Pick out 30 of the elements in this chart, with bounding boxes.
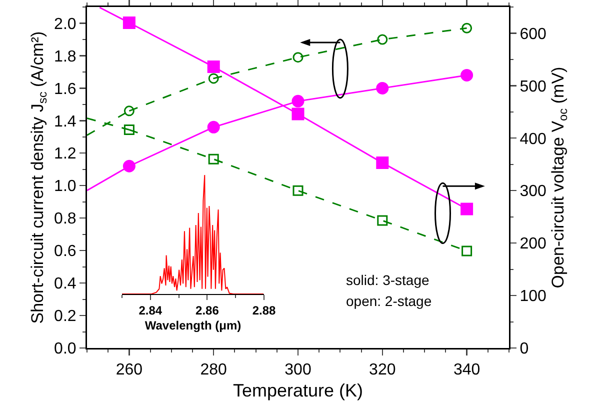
y2-tick-label: 500 <box>520 78 546 96</box>
y-tick-label: 0.6 <box>54 243 76 260</box>
x-tick-label: 340 <box>453 362 480 379</box>
x-tick-label: 280 <box>200 362 228 379</box>
y2-tick-label: 400 <box>520 130 546 148</box>
x-tick-label: 2.88 <box>252 304 276 318</box>
x-tick-label: 320 <box>369 362 396 379</box>
y-tick-label: 0.4 <box>54 276 76 293</box>
y-tick-label: 1.8 <box>54 48 76 66</box>
y2-tick-label: 600 <box>520 26 546 43</box>
x-axis-title: Wavelength (μm) <box>144 318 242 332</box>
y-tick-label: 1.4 <box>54 113 76 130</box>
y-tick-label: 0.2 <box>54 308 76 326</box>
y-tick-label: 1.2 <box>54 146 76 163</box>
x-tick-label: 2.86 <box>196 304 220 318</box>
annotation: open: 2-stage <box>346 293 432 309</box>
y-tick-label: 0.8 <box>54 210 76 228</box>
x-tick-label: 300 <box>284 362 312 379</box>
y-tick-label: 0.0 <box>54 340 76 358</box>
x-axis-title: Temperature (K) <box>232 380 364 401</box>
y-tick-label: 1.0 <box>54 178 76 196</box>
y-tick-label: 2.0 <box>54 16 76 33</box>
annotation: solid: 3-stage <box>346 272 430 288</box>
y2-tick-label: 0 <box>520 340 529 358</box>
y2-tick-label: 100 <box>520 288 546 306</box>
x-tick-label: 2.84 <box>138 304 162 318</box>
y2-tick-label: 300 <box>520 183 546 200</box>
x-tick-label: 260 <box>116 362 143 379</box>
y-tick-label: 1.6 <box>54 80 76 98</box>
y2-tick-label: 200 <box>520 236 546 253</box>
